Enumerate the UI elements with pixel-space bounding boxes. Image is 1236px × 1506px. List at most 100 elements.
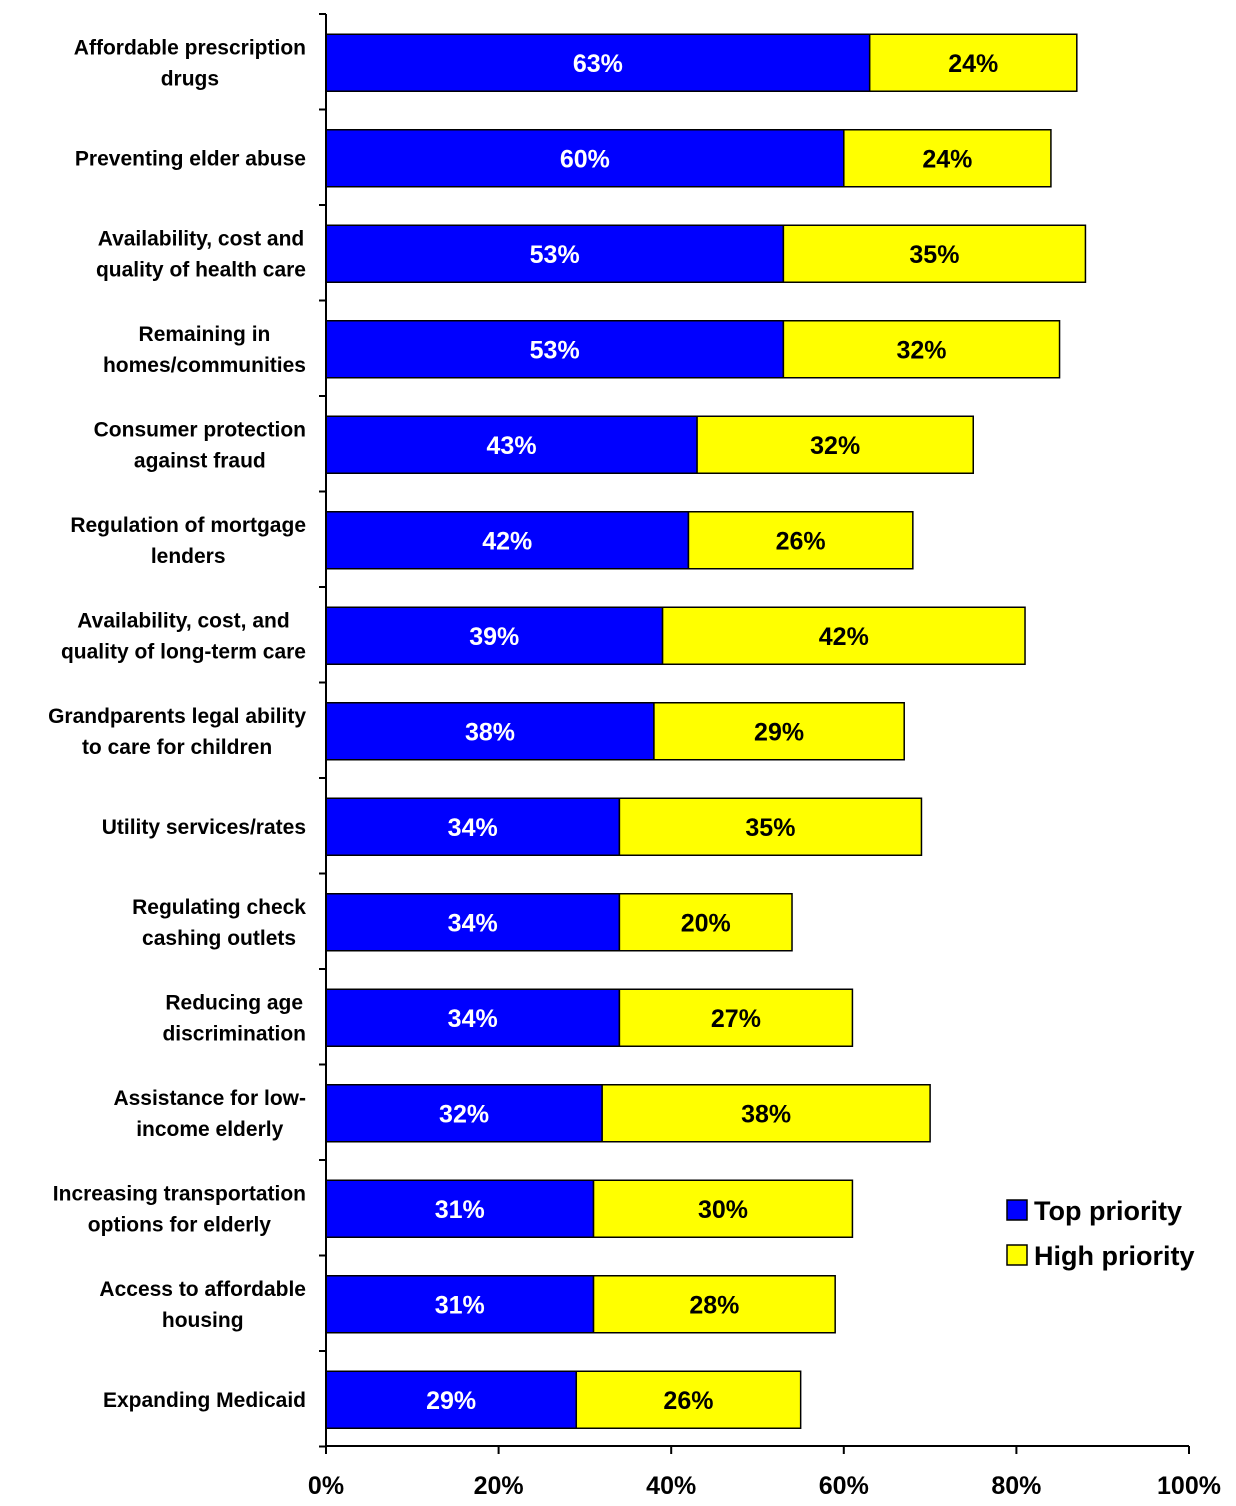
data-label: 24%	[922, 145, 972, 173]
x-tick-label: 80%	[991, 1472, 1041, 1500]
category-label: Regulation of mortgage lenders	[70, 514, 306, 568]
data-label: 31%	[435, 1291, 485, 1319]
data-label: 60%	[560, 145, 610, 173]
data-label: 63%	[573, 50, 623, 78]
data-label: 26%	[776, 527, 826, 555]
bar-top-priority-3	[325, 320, 785, 379]
data-label: 26%	[663, 1387, 713, 1415]
bar-high-priority-8	[618, 797, 923, 856]
bar-high-priority-7	[653, 702, 905, 761]
data-label: 32%	[439, 1100, 489, 1128]
category-label-line: income elderly	[136, 1118, 283, 1141]
data-label: 42%	[819, 623, 869, 651]
category-label: Access to affordable housing	[99, 1278, 306, 1332]
category-label-line: drugs	[161, 67, 219, 90]
category-label-line: quality of health care	[96, 258, 306, 281]
legend-swatch-top-priority	[1006, 1199, 1028, 1221]
category-label: Assistance for low-income elderly	[113, 1087, 306, 1141]
data-label: 39%	[469, 623, 519, 651]
x-tick-label: 60%	[819, 1472, 869, 1500]
category-label-line: cashing outlets	[142, 927, 296, 950]
data-label: 27%	[711, 1005, 761, 1033]
data-label: 28%	[689, 1291, 739, 1319]
category-label-line: Assistance for low-	[113, 1087, 306, 1110]
category-label-line: Affordable prescription	[74, 36, 306, 59]
data-label: 20%	[681, 909, 731, 937]
data-label: 34%	[448, 909, 498, 937]
data-label: 42%	[482, 527, 532, 555]
data-label: 32%	[810, 432, 860, 460]
bar-top-priority-9	[325, 893, 621, 952]
bar-top-priority-0	[325, 33, 871, 92]
bar-top-priority-12	[325, 1179, 595, 1238]
bar-high-priority-6	[661, 606, 1026, 665]
category-label-line: quality of long-term care	[61, 640, 306, 663]
data-label: 29%	[426, 1387, 476, 1415]
data-label: 32%	[896, 336, 946, 364]
bar-high-priority-10	[618, 988, 854, 1047]
data-label: 43%	[487, 432, 537, 460]
bar-high-priority-2	[782, 224, 1087, 283]
category-label: Availability, cost, and quality of long-t…	[61, 609, 306, 663]
x-tick-label: 20%	[474, 1472, 524, 1500]
bar-high-priority-4	[696, 415, 975, 474]
category-label-line: housing	[162, 1309, 244, 1332]
category-label: Affordable prescription drugs	[74, 36, 306, 90]
category-label-line: Regulation of mortgage	[70, 514, 306, 537]
category-label: Expanding Medicaid	[103, 1389, 306, 1412]
data-label: 35%	[745, 814, 795, 842]
legend-swatch-high-priority	[1006, 1244, 1028, 1266]
bar-top-priority-13	[325, 1275, 595, 1334]
data-label: 24%	[948, 50, 998, 78]
category-label-line: Availability, cost and	[98, 227, 305, 250]
category-label: Availability, cost and quality of health …	[96, 227, 306, 281]
bar-top-priority-10	[325, 988, 621, 1047]
category-label-line: lenders	[151, 545, 226, 568]
category-label-line: homes/communities	[103, 354, 306, 377]
category-label-line: Availability, cost, and	[77, 609, 289, 632]
data-label: 29%	[754, 718, 804, 746]
x-tick-label: 40%	[646, 1472, 696, 1500]
category-label-line: to care for children	[82, 736, 272, 759]
bar-top-priority-11	[325, 1084, 603, 1143]
category-label-line: Increasing transportation	[53, 1182, 306, 1205]
category-label: Preventing elder abuse	[75, 147, 306, 170]
category-label-line: Consumer protection	[94, 418, 306, 441]
data-label: 53%	[530, 336, 580, 364]
category-label: Reducing age discrimination	[162, 991, 306, 1045]
category-labels: Affordable prescription drugs Preventing e…	[48, 36, 306, 1412]
bar-high-priority-3	[782, 320, 1061, 379]
x-tick-label: 100%	[1157, 1472, 1221, 1500]
legend-label-high-priority: High priority	[1034, 1241, 1195, 1271]
category-label-line: Expanding Medicaid	[103, 1389, 306, 1412]
category-label-line: Regulating check	[132, 896, 306, 919]
category-label-line: Reducing age	[165, 991, 303, 1014]
category-label-line: Remaining in	[139, 323, 271, 346]
bar-high-priority-1	[843, 129, 1052, 188]
category-label: Regulating check cashing outlets	[132, 896, 306, 950]
category-label-line: Utility services/rates	[102, 816, 306, 839]
bar-high-priority-0	[868, 33, 1078, 92]
bar-top-priority-1	[325, 129, 845, 188]
category-label: Remaining in homes/communities	[103, 323, 306, 377]
bar-high-priority-12	[592, 1179, 854, 1238]
legend: Top priority High priority	[1006, 1196, 1195, 1271]
bar-high-priority-14	[575, 1370, 802, 1429]
bar-top-priority-6	[325, 606, 664, 665]
bar-high-priority-11	[601, 1084, 931, 1143]
legend-label-top-priority: Top priority	[1034, 1196, 1182, 1226]
category-label: Grandparents legal ability to care for ch…	[48, 705, 306, 759]
data-label: 31%	[435, 1196, 485, 1224]
category-label: Consumer protection against fraud	[94, 418, 306, 472]
bar-top-priority-14	[325, 1370, 578, 1429]
x-tick-label: 0%	[308, 1472, 344, 1500]
bar-high-priority-13	[592, 1275, 836, 1334]
data-label: 30%	[698, 1196, 748, 1224]
bars-layer: 63% 24% 60% 24% 53% 35% 53% 32% 43% 32% 42% 26% 39% 4…	[325, 33, 1087, 1429]
data-label: 53%	[530, 241, 580, 269]
category-label-line: Access to affordable	[99, 1278, 306, 1301]
category-label-line: discrimination	[162, 1022, 306, 1045]
data-label: 38%	[465, 718, 515, 746]
axes: 0% 20% 40% 60% 80% 100%	[308, 13, 1221, 1500]
